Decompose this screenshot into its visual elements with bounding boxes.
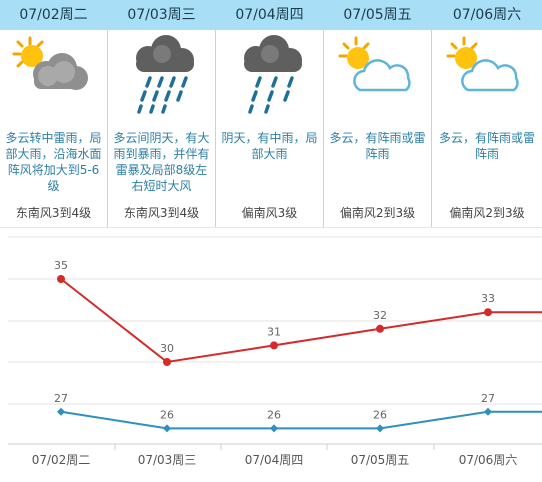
high-temp-point (57, 275, 65, 283)
day-description: 阴天，有中雨，局部大雨 (221, 131, 318, 161)
x-tick-label: 07/02周二 (32, 453, 91, 467)
day-date: 07/03周三 (108, 0, 215, 30)
day-date: 07/06周六 (432, 0, 542, 30)
high-temp-point (163, 358, 171, 366)
low-temp-point (57, 407, 65, 416)
forecast-day: 07/06周六 多云，有阵雨或雷阵雨 偏南风2到3级 (432, 0, 542, 227)
high-temp-point (270, 341, 278, 350)
low-temp-point (163, 424, 171, 433)
day-date: 07/02周二 (0, 0, 107, 30)
high-temp-label: 32 (373, 309, 387, 322)
x-tick-label: 07/06周六 (459, 453, 518, 467)
day-wind: 偏南风2到3级 (449, 206, 525, 220)
forecast-strip: 07/02周二 多云转中雷雨，局部大雨，沿海水面阵风将加大到5-6级 东南风3到… (0, 0, 542, 227)
low-temp-point (270, 424, 278, 433)
low-temp-label: 26 (373, 408, 387, 421)
partly-cloudy-icon (446, 36, 519, 92)
x-tick-label: 07/05周五 (351, 453, 410, 467)
forecast-day: 07/03周三 多云间阴天，有大雨到暴雨，并伴有雷暴及局部8级左右短时大风 东南… (108, 0, 216, 227)
high-temp-label: 30 (160, 342, 174, 355)
x-tick-label: 07/04周四 (245, 453, 304, 467)
day-wind: 东南风3到4级 (123, 206, 200, 220)
high-temp-point (376, 324, 384, 333)
partly-cloudy-thunder-icon (12, 36, 88, 90)
high-temp-label: 33 (481, 292, 495, 305)
day-description: 多云，有阵雨或雷阵雨 (329, 131, 426, 161)
high-temp-label: 31 (267, 325, 281, 338)
day-description: 多云间阴天，有大雨到暴雨，并伴有雷暴及局部8级左右短时大风 (113, 131, 210, 193)
low-temp-point (484, 407, 492, 416)
divider (0, 227, 542, 228)
day-wind: 偏南风3级 (241, 206, 298, 220)
moderate-rain-icon (244, 35, 302, 114)
high-temp-point (484, 308, 492, 317)
low-temp-label: 27 (481, 392, 495, 405)
heavy-rain-icon (136, 35, 194, 114)
high-temp-line (60, 278, 542, 364)
forecast-day: 07/02周二 多云转中雷雨，局部大雨，沿海水面阵风将加大到5-6级 东南风3到… (0, 0, 108, 227)
forecast-day: 07/05周五 多云，有阵雨或雷阵雨 偏南风2到3级 (324, 0, 432, 227)
day-wind: 东南风3到4级 (15, 206, 92, 220)
low-temp-line (60, 410, 542, 430)
day-date: 07/04周四 (216, 0, 323, 30)
low-temp-label: 26 (267, 408, 281, 421)
temperature-chart: 07/02周二 07/03周三 07/04周四 07/05周五 07/06周六 35 30 3… (8, 236, 542, 467)
day-description: 多云，有阵雨或雷阵雨 (438, 131, 535, 161)
low-temp-label: 26 (160, 408, 174, 421)
low-temp-label: 27 (54, 392, 68, 405)
forecast-day: 07/04周四 阴天，有中雨，局部大雨 偏南风3级 (216, 0, 324, 227)
day-date: 07/05周五 (324, 0, 431, 30)
day-description: 多云转中雷雨，局部大雨，沿海水面阵风将加大到5-6级 (5, 131, 102, 193)
low-temp-point (376, 424, 384, 433)
high-temp-label: 35 (54, 259, 68, 272)
day-wind: 偏南风2到3级 (339, 206, 416, 220)
x-tick-label: 07/03周三 (138, 453, 197, 467)
partly-cloudy-icon (338, 36, 411, 92)
